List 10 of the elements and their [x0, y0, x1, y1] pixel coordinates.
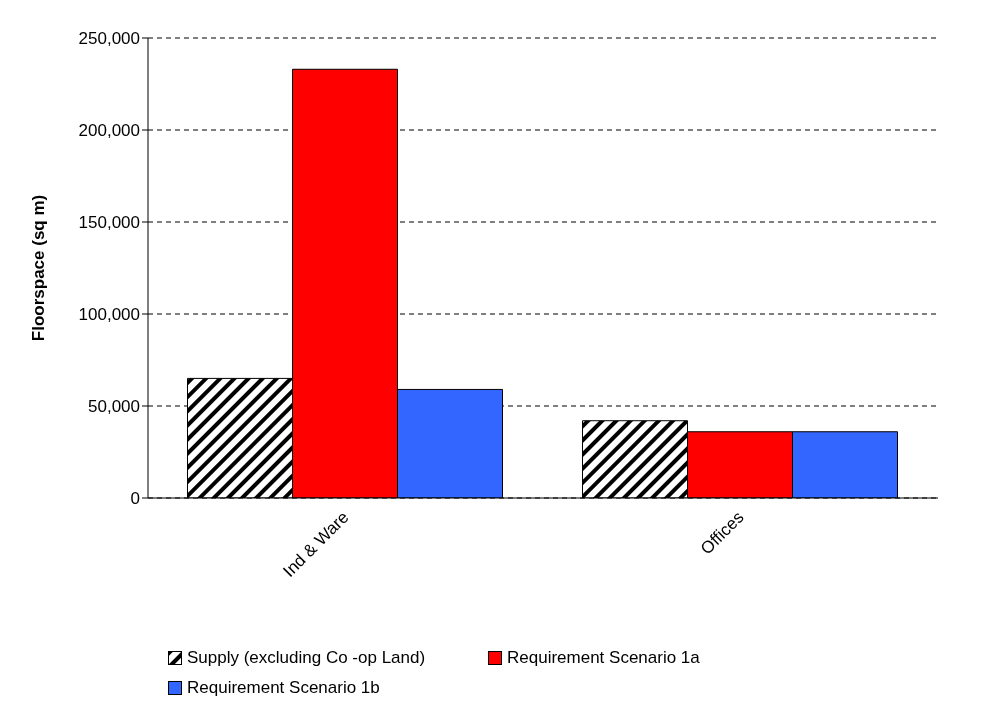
legend-label: Requirement Scenario 1a	[507, 648, 700, 668]
y-axis-title: Floorspace (sq m)	[29, 194, 49, 342]
legend-label: Supply (excluding Co -op Land)	[187, 648, 426, 668]
y-tick-label: 100,000	[78, 305, 140, 325]
y-tick-label: 250,000	[78, 29, 140, 49]
y-tick-label: 0	[130, 489, 140, 509]
y-tick-label: 150,000	[78, 213, 140, 233]
y-tick-label: 200,000	[78, 121, 140, 141]
y-tick-label: 50,000	[88, 397, 140, 417]
legend-label: Requirement Scenario 1b	[187, 678, 380, 698]
